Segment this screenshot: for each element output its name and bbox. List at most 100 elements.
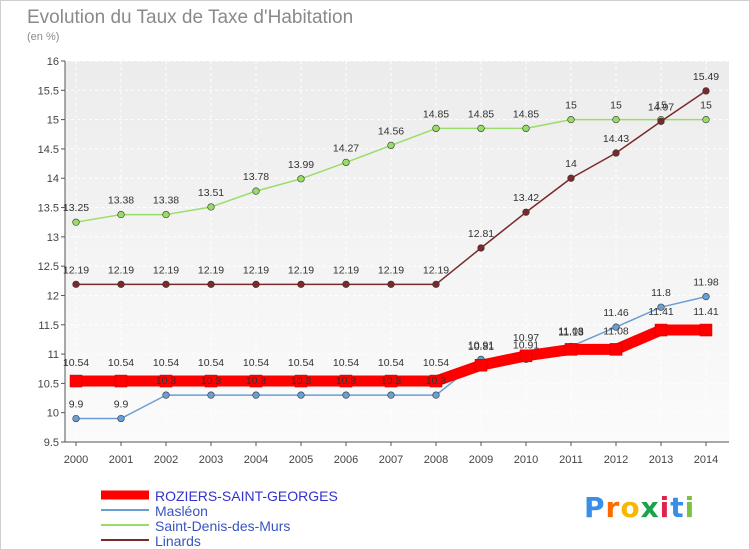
data-label: 12.19 — [423, 264, 449, 276]
logo-letter: o — [620, 491, 641, 524]
data-label: 15.49 — [693, 71, 719, 83]
y-tick-label: 12 — [47, 290, 59, 302]
data-label: 9.9 — [114, 399, 129, 411]
data-point — [387, 391, 395, 399]
data-point — [294, 374, 308, 388]
data-point — [429, 374, 443, 388]
data-point — [657, 303, 665, 311]
data-point — [387, 141, 395, 150]
data-point — [117, 210, 125, 219]
data-point — [654, 323, 668, 337]
logo-letter: r — [605, 491, 621, 524]
data-label: 14 — [565, 158, 577, 170]
y-tick-label: 14 — [47, 173, 59, 185]
data-point — [207, 391, 215, 399]
data-point — [477, 124, 485, 133]
data-label: 10.54 — [288, 357, 314, 369]
x-tick-label: 2004 — [244, 454, 268, 466]
data-point — [387, 280, 395, 288]
data-label: 13.78 — [243, 171, 269, 183]
y-tick-label: 15 — [47, 115, 59, 127]
data-point — [519, 349, 533, 363]
data-label: 10.81 — [468, 341, 494, 353]
y-tick-label: 10 — [47, 408, 59, 420]
data-point — [252, 187, 260, 195]
data-point — [162, 280, 170, 288]
y-tick-label: 13.5 — [38, 203, 59, 215]
x-tick-label: 2011 — [559, 454, 583, 466]
legend-label: Masléon — [155, 503, 208, 519]
data-label: 13.38 — [108, 195, 134, 207]
data-label: 12.19 — [288, 264, 314, 276]
data-label: 10.97 — [513, 332, 539, 344]
data-label: 12.19 — [378, 264, 404, 276]
data-point — [342, 158, 350, 167]
x-tick-label: 2013 — [649, 454, 673, 466]
data-label: 11.41 — [648, 306, 674, 318]
legend-label: Saint-Denis-des-Murs — [155, 518, 290, 534]
data-point — [252, 280, 260, 288]
data-point — [477, 244, 485, 252]
legend-label: ROZIERS-SAINT-GEORGES — [155, 488, 338, 504]
data-label: 15 — [610, 100, 622, 112]
data-label: 10.3 — [246, 375, 267, 387]
data-label: 10.54 — [423, 357, 449, 369]
data-point — [657, 117, 665, 125]
data-point — [69, 374, 83, 388]
x-tick-label: 2002 — [154, 454, 178, 466]
data-label: 11.8 — [651, 287, 671, 299]
data-point — [342, 391, 350, 399]
data-label: 14.85 — [423, 108, 449, 120]
logo-letter: i — [659, 491, 671, 524]
data-point — [522, 124, 530, 133]
x-tick-label: 2003 — [199, 454, 223, 466]
data-label: 13.99 — [288, 159, 314, 171]
data-point — [342, 280, 350, 288]
data-label: 13.51 — [198, 187, 224, 199]
y-tick-label: 15.5 — [38, 85, 59, 97]
data-label: 11.46 — [603, 307, 629, 319]
data-label: 11.08 — [558, 325, 584, 337]
data-point — [72, 218, 80, 226]
data-point — [297, 280, 305, 288]
data-point — [432, 124, 440, 133]
data-point — [612, 116, 620, 124]
data-point — [204, 374, 218, 388]
y-tick-label: 11 — [48, 349, 59, 361]
x-tick-label: 2001 — [109, 454, 133, 466]
data-point — [249, 374, 263, 388]
x-tick-label: 2005 — [289, 454, 313, 466]
data-point — [567, 116, 575, 124]
data-label: 15 — [565, 100, 577, 112]
data-point — [162, 391, 170, 399]
data-label: 10.3 — [426, 375, 447, 387]
data-point — [207, 280, 215, 288]
y-tick-label: 12.5 — [38, 261, 59, 273]
data-point — [699, 323, 713, 337]
data-point — [567, 174, 575, 182]
data-label: 14.27 — [333, 142, 359, 154]
data-label: 10.54 — [153, 357, 179, 369]
x-tick-label: 2012 — [604, 454, 628, 466]
data-point — [474, 358, 488, 372]
data-point — [702, 87, 710, 95]
chart-subtitle: (en %) — [27, 31, 60, 43]
data-label: 10.54 — [198, 357, 224, 369]
data-label: 10.54 — [378, 357, 404, 369]
y-tick-label: 10.5 — [38, 378, 59, 390]
logo-letter: P — [584, 491, 606, 524]
data-point — [702, 116, 710, 124]
data-label: 13.38 — [153, 195, 179, 207]
proxiti-logo: Proxiti — [584, 491, 695, 524]
data-label: 10.3 — [381, 375, 402, 387]
data-label: 11.41 — [693, 306, 719, 318]
data-label: 13.25 — [63, 202, 89, 214]
y-tick-label: 9.5 — [44, 437, 59, 449]
data-point — [432, 391, 440, 399]
logo-letter: i — [684, 491, 696, 524]
data-label: 9.9 — [69, 399, 84, 411]
y-tick-label: 11.5 — [38, 320, 59, 332]
data-label: 12.81 — [468, 228, 494, 240]
